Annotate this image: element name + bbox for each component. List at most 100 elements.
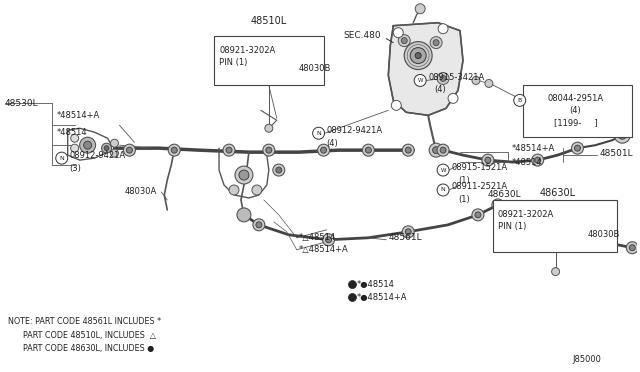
Circle shape	[124, 144, 136, 156]
Text: *48514: *48514	[512, 158, 543, 167]
Text: 48530L: 48530L	[5, 99, 38, 108]
Circle shape	[433, 147, 440, 154]
Text: W: W	[440, 167, 446, 173]
Circle shape	[437, 144, 449, 156]
Text: 08911-2521A: 08911-2521A	[451, 183, 507, 192]
FancyBboxPatch shape	[523, 86, 632, 137]
Circle shape	[475, 212, 481, 218]
Circle shape	[313, 127, 324, 139]
Text: *△48514: *△48514	[299, 233, 336, 242]
Text: (4): (4)	[326, 139, 339, 148]
Circle shape	[492, 199, 504, 211]
FancyBboxPatch shape	[493, 200, 618, 252]
Circle shape	[495, 202, 501, 208]
Circle shape	[404, 42, 432, 70]
Circle shape	[266, 147, 272, 153]
Circle shape	[415, 52, 421, 58]
Circle shape	[398, 35, 410, 46]
Text: *△48514+A: *△48514+A	[299, 245, 348, 254]
Text: 08912-9421A: 08912-9421A	[70, 151, 126, 160]
Circle shape	[172, 147, 177, 153]
Circle shape	[276, 167, 282, 173]
Text: N: N	[60, 155, 64, 161]
Circle shape	[84, 141, 92, 149]
Text: *48514+A: *48514+A	[57, 111, 100, 120]
Circle shape	[575, 145, 580, 151]
Circle shape	[485, 157, 491, 163]
Circle shape	[440, 147, 446, 153]
Circle shape	[79, 137, 95, 153]
Circle shape	[438, 24, 448, 33]
Circle shape	[349, 294, 356, 301]
Circle shape	[505, 212, 511, 218]
FancyBboxPatch shape	[214, 36, 324, 86]
Text: PIN (1): PIN (1)	[498, 222, 526, 231]
Circle shape	[253, 219, 265, 231]
Circle shape	[485, 80, 493, 87]
Circle shape	[415, 4, 425, 14]
Circle shape	[552, 267, 559, 276]
Text: B: B	[518, 98, 522, 103]
Circle shape	[537, 226, 548, 238]
Text: (1): (1)	[458, 176, 470, 185]
Circle shape	[226, 147, 232, 153]
Text: N: N	[316, 131, 321, 136]
Text: NOTE: PART CODE 48561L INCLUDES *
      PART CODE 48510L, INCLUDES  △
      PART: NOTE: PART CODE 48561L INCLUDES * PART C…	[8, 317, 161, 353]
Text: 08915-1521A: 08915-1521A	[451, 163, 507, 171]
Circle shape	[265, 124, 273, 132]
Circle shape	[440, 76, 446, 81]
Circle shape	[323, 234, 335, 246]
Circle shape	[437, 73, 449, 84]
Text: SEC.480: SEC.480	[344, 31, 381, 40]
Circle shape	[223, 144, 235, 156]
Circle shape	[256, 222, 262, 228]
Text: 08921-3202A: 08921-3202A	[498, 211, 554, 219]
Text: 48030B: 48030B	[299, 64, 331, 73]
Circle shape	[111, 149, 118, 157]
Circle shape	[70, 144, 79, 152]
Circle shape	[102, 143, 111, 153]
Text: 08912-9421A: 08912-9421A	[326, 126, 383, 135]
Text: 08044-2951A: 08044-2951A	[547, 94, 604, 103]
Circle shape	[629, 245, 636, 251]
Text: (4): (4)	[570, 106, 581, 115]
Text: 48030B: 48030B	[588, 230, 620, 239]
Circle shape	[437, 164, 449, 176]
Circle shape	[502, 209, 514, 221]
Text: *48514: *48514	[57, 128, 88, 137]
Circle shape	[403, 226, 414, 238]
Text: 48630L: 48630L	[540, 188, 575, 198]
Circle shape	[448, 93, 458, 103]
Circle shape	[532, 154, 543, 166]
Text: [1199-     ]: [1199- ]	[554, 118, 597, 127]
Circle shape	[168, 144, 180, 156]
Circle shape	[589, 239, 595, 245]
Circle shape	[326, 237, 332, 243]
Circle shape	[56, 152, 68, 164]
Circle shape	[237, 208, 251, 222]
Text: *48514+A: *48514+A	[512, 144, 555, 153]
Text: N: N	[441, 187, 445, 192]
Text: 08915-3421A: 08915-3421A	[428, 73, 484, 82]
Circle shape	[317, 144, 330, 156]
Circle shape	[127, 147, 132, 153]
Circle shape	[614, 127, 630, 143]
Circle shape	[572, 142, 584, 154]
Circle shape	[365, 147, 371, 153]
Text: 48501L: 48501L	[600, 149, 633, 158]
Circle shape	[229, 185, 239, 195]
Circle shape	[482, 154, 494, 166]
Circle shape	[437, 184, 449, 196]
Text: *●48514: *●48514	[356, 280, 394, 289]
Circle shape	[252, 185, 262, 195]
Circle shape	[405, 229, 412, 235]
Circle shape	[410, 48, 426, 64]
Circle shape	[273, 164, 285, 176]
Text: 08921-3202A: 08921-3202A	[219, 46, 275, 55]
Text: 48630L: 48630L	[488, 190, 522, 199]
Circle shape	[394, 28, 403, 38]
Circle shape	[627, 242, 638, 254]
Polygon shape	[388, 23, 463, 115]
Circle shape	[321, 147, 326, 153]
Text: 48510L: 48510L	[251, 16, 287, 26]
